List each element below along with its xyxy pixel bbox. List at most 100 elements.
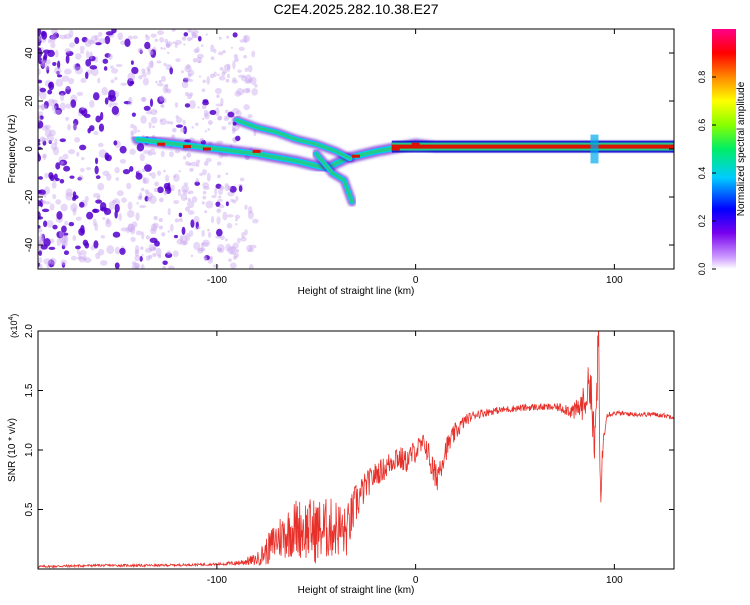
spectrogram-noise-blob	[237, 69, 242, 73]
spectrogram-faint-blob	[147, 150, 153, 156]
spectrogram-noise-blob	[38, 193, 44, 197]
spectrogram-noise-blob	[241, 231, 246, 239]
spectrogram-faint-blob	[204, 210, 208, 214]
spectrogram-noise-blob	[93, 240, 99, 249]
spectrogram-noise-blob	[94, 34, 99, 41]
spectrogram-noise-blob	[182, 77, 189, 83]
spectrogram-noise-blob	[38, 236, 42, 245]
spectrogram-noise-blob	[234, 90, 242, 97]
ridge-hotspot	[411, 142, 420, 146]
spectrogram-noise-blob	[49, 257, 57, 265]
spectrogram-faint-blob	[228, 258, 232, 262]
spectrogram-noise-blob	[54, 177, 60, 182]
spectrogram-noise-blob	[183, 76, 191, 81]
spectrogram-noise-blob	[174, 150, 181, 154]
spectrogram-noise-blob	[115, 177, 120, 181]
spectrogram-noise-blob	[128, 165, 134, 172]
spectrogram-faint-blob	[141, 168, 146, 172]
spectrogram-faint-blob	[232, 128, 237, 132]
spectrogram-noise-blob	[72, 196, 77, 201]
spectrogram-noise-blob	[41, 208, 50, 213]
spectrogram-noise-blob	[149, 227, 157, 235]
spectrogram-faint-blob	[163, 62, 167, 67]
spectrogram-noise-blob	[188, 99, 196, 109]
spectrogram-noise-blob	[38, 35, 41, 43]
spectrogram-noise-blob	[245, 87, 251, 93]
spectrogram-noise-blob	[187, 210, 195, 216]
spectrogram-noise-blob	[110, 65, 114, 69]
spectrogram-faint-blob	[138, 195, 142, 199]
spectrogram-noise-blob	[95, 252, 101, 260]
snr-scale-label: (x104)	[8, 314, 19, 338]
spectrogram-noise-blob	[240, 75, 248, 82]
spectrogram-noise-blob	[160, 150, 165, 158]
spectrogram-x-tick-label: 100	[606, 275, 623, 286]
spectrogram-noise-blob	[60, 161, 64, 165]
spectrogram-noise-blob	[201, 229, 205, 237]
spectrogram-noise-blob	[238, 74, 246, 78]
spectrogram-noise-blob	[69, 42, 76, 48]
spectrogram-faint-blob	[235, 218, 238, 222]
spectrogram-noise-blob	[128, 96, 133, 106]
spectrogram-noise-blob	[197, 247, 206, 252]
spectrogram-faint-blob	[137, 129, 140, 133]
spectrogram-noise-blob	[157, 186, 164, 194]
spectrogram-noise-blob	[155, 247, 162, 257]
spectrogram-noise-blob	[223, 117, 229, 121]
spectrogram-noise-blob	[62, 232, 69, 236]
spectrogram-noise-blob	[201, 242, 209, 246]
spectrogram-noise-blob	[123, 100, 132, 105]
spectrogram-noise-blob	[92, 193, 101, 198]
spectrogram-noise-blob	[111, 102, 118, 106]
spectrogram-noise-blob	[74, 137, 81, 143]
spectrogram-noise-blob	[49, 34, 57, 40]
spectrogram-noise-blob	[61, 244, 66, 250]
spectrogram-faint-blob	[145, 34, 149, 38]
spectrogram-noise-blob	[108, 53, 113, 60]
spectrogram-noise-blob	[114, 76, 118, 81]
ridge-hotspot	[202, 147, 211, 151]
spectrogram-noise-blob	[40, 103, 45, 111]
spectrogram-noise-blob	[111, 105, 120, 115]
spectrogram-noise-blob	[220, 97, 224, 107]
spectrogram-faint-blob	[154, 181, 159, 187]
spectrogram-faint-blob	[160, 119, 163, 122]
spectrogram-noise-blob	[229, 246, 237, 256]
spectrogram-noise-blob	[127, 209, 135, 218]
upper-branch-mid	[235, 118, 352, 161]
spectrogram-noise-blob	[131, 262, 140, 269]
spectrogram-noise-blob	[225, 243, 231, 252]
spectrogram-noise-blob	[231, 79, 239, 84]
spectrogram-noise-blob	[134, 245, 140, 254]
colorbar-tick-label: 0.6	[697, 119, 707, 132]
spectrogram-noise-blob	[127, 201, 133, 210]
spectrogram-noise-blob	[222, 211, 228, 221]
spectrogram-noise-blob	[63, 250, 70, 256]
spectrogram-noise-blob	[239, 177, 245, 182]
spectrogram-faint-blob	[162, 265, 166, 269]
spectrogram-faint-blob	[189, 167, 194, 173]
spectrogram-faint-blob	[194, 34, 199, 39]
spectrogram-noise-blob	[85, 59, 92, 67]
spectrogram-noise-blob	[51, 99, 58, 104]
spectrogram-noise-blob	[58, 34, 67, 40]
snr-y-tick-label: 1.0	[24, 443, 35, 457]
spectrogram-noise-blob	[65, 85, 71, 95]
colorbar-tick-label: 0.4	[697, 167, 707, 180]
spectrogram-noise-blob	[197, 248, 204, 254]
spectrogram-faint-blob	[195, 163, 200, 167]
spectrogram-faint-blob	[160, 47, 164, 50]
spectrogram-noise-blob	[41, 125, 49, 131]
spectrogram-noise-blob	[170, 223, 174, 232]
spectrogram-faint-blob	[167, 230, 170, 233]
spectrogram-faint-blob	[188, 162, 192, 166]
spectrogram-faint-blob	[220, 235, 225, 241]
spectrogram-noise-blob	[126, 182, 132, 190]
spectrogram-noise-blob	[141, 71, 147, 78]
spectrogram-noise-blob	[76, 256, 85, 260]
spectrogram-faint-blob	[184, 91, 190, 97]
spectrogram-faint-blob	[172, 127, 177, 133]
spectrogram-noise-blob	[81, 106, 85, 111]
spectrogram-noise-blob	[38, 115, 41, 121]
spectrogram-noise-blob	[236, 88, 245, 96]
